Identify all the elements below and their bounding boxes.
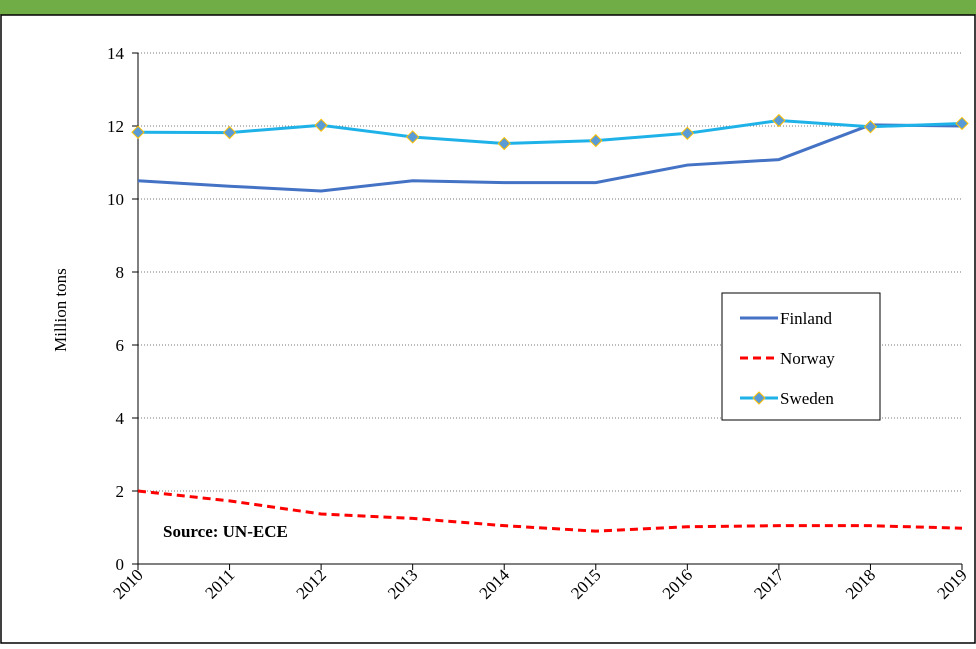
x-tick-label: 2012 xyxy=(292,565,329,602)
series-line xyxy=(137,119,963,146)
series-marker xyxy=(405,130,420,144)
source-annotation: Source: UN-ECE xyxy=(163,522,288,541)
series-marker xyxy=(222,125,237,140)
series-marker xyxy=(497,136,511,151)
series-marker xyxy=(863,120,878,134)
legend-label: Sweden xyxy=(780,389,834,408)
series-marker xyxy=(314,118,328,132)
x-tick-label: 2011 xyxy=(201,565,238,602)
x-tick-label: 2014 xyxy=(476,565,514,603)
legend-marker xyxy=(752,391,766,405)
y-tick-label: 6 xyxy=(116,336,125,355)
y-axis-label: Million tons xyxy=(51,268,70,352)
series-marker xyxy=(589,133,603,148)
y-tick-label: 14 xyxy=(107,44,125,63)
header-bar xyxy=(0,0,976,15)
series-marker xyxy=(772,113,786,128)
y-tick-label: 0 xyxy=(116,555,125,574)
x-tick-label: 2017 xyxy=(750,565,788,603)
y-tick-label: 10 xyxy=(107,190,124,209)
y-tick-label: 2 xyxy=(116,482,125,501)
legend-label: Finland xyxy=(780,309,832,328)
series-marker xyxy=(680,126,695,141)
y-tick-label: 4 xyxy=(116,409,125,428)
x-tick-label: 2018 xyxy=(842,565,879,602)
x-tick-label: 2016 xyxy=(659,565,696,602)
y-tick-label: 8 xyxy=(116,263,125,282)
legend-label: Norway xyxy=(780,349,835,368)
x-tick-label: 2013 xyxy=(384,565,421,602)
y-tick-label: 12 xyxy=(107,117,124,136)
series-marker xyxy=(955,116,969,131)
x-tick-label: 2015 xyxy=(567,565,604,602)
series-marker xyxy=(131,125,145,139)
x-tick-label: 2019 xyxy=(933,565,970,602)
frame xyxy=(0,14,976,644)
series-line xyxy=(137,123,963,193)
